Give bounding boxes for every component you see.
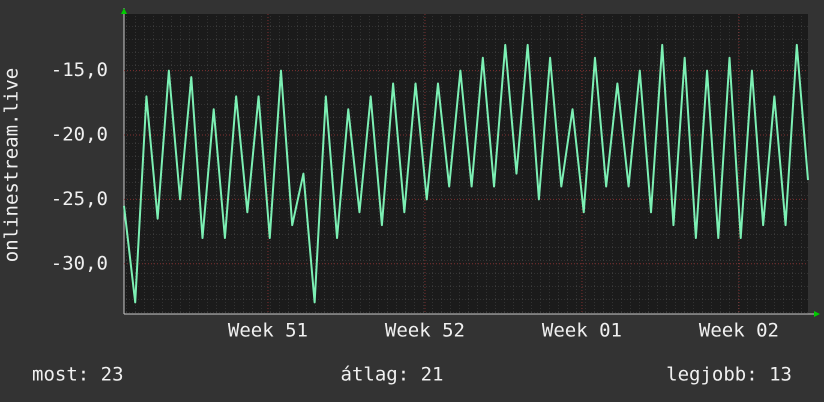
x-tick-label: Week 52: [385, 320, 465, 342]
data-line: [123, 43, 809, 304]
footer-current: most: 23: [32, 364, 124, 386]
y-tick-label: -20,0: [51, 124, 108, 146]
y-axis-label: onlinestream.live: [1, 68, 23, 262]
minor-grid: [124, 14, 808, 314]
footer-max: legjobb: 13: [666, 364, 792, 386]
footer-average: átlag: 21: [341, 364, 444, 386]
y-tick-label: -30,0: [51, 252, 108, 274]
y-arrow: [121, 8, 127, 14]
x-arrow: [814, 311, 820, 317]
y-tick-label: -25,0: [51, 188, 108, 210]
y-tick-label: -15,0: [51, 59, 108, 81]
x-tick-label: Week 51: [228, 320, 308, 342]
x-tick-label: Week 02: [699, 320, 779, 342]
x-tick-label: Week 01: [542, 320, 622, 342]
